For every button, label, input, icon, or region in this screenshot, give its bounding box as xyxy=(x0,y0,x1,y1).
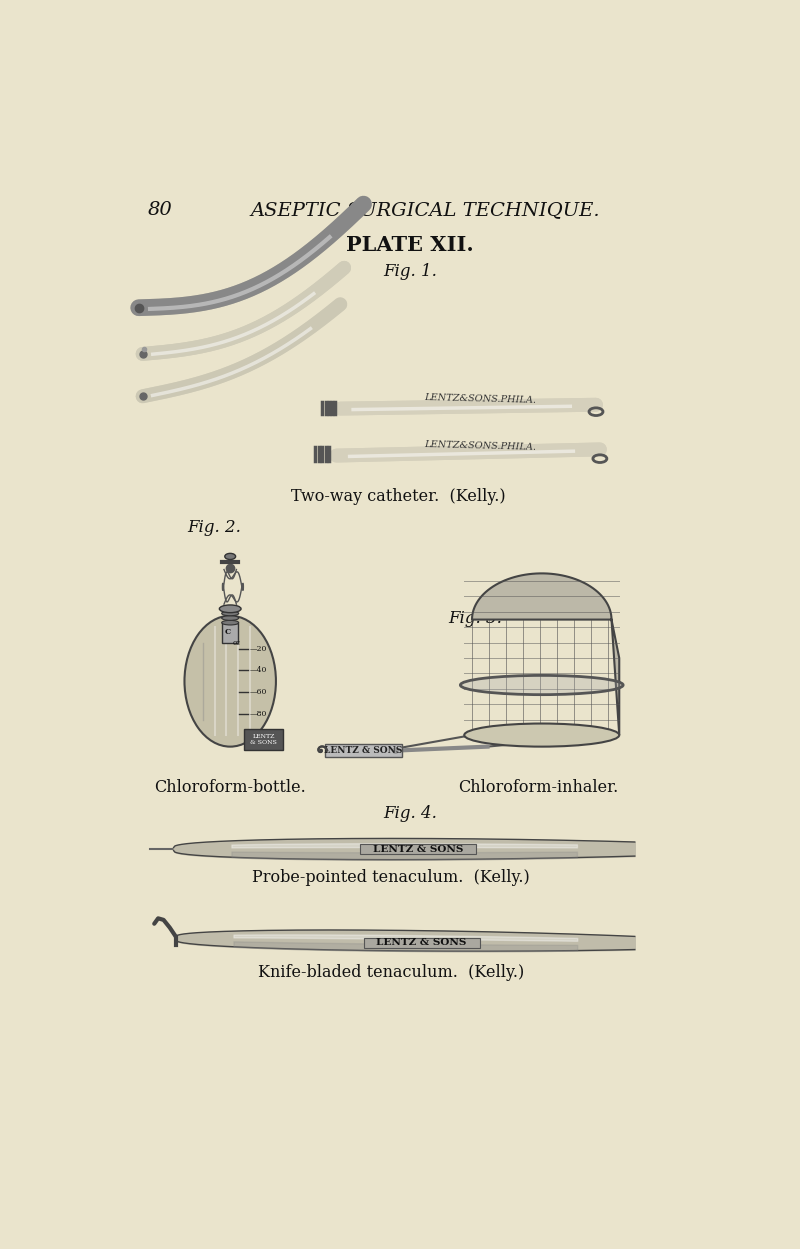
Ellipse shape xyxy=(222,611,238,616)
FancyBboxPatch shape xyxy=(222,623,238,643)
Text: —40: —40 xyxy=(250,667,267,674)
FancyBboxPatch shape xyxy=(363,938,480,948)
Text: 80: 80 xyxy=(148,201,173,219)
Text: Chloroform-bottle.: Chloroform-bottle. xyxy=(154,779,306,796)
FancyBboxPatch shape xyxy=(325,744,402,757)
Text: LENTZ
& SONS: LENTZ & SONS xyxy=(250,734,277,746)
Text: LENTZ&SONS.PHILA.: LENTZ&SONS.PHILA. xyxy=(424,392,536,405)
Text: Knife-bladed tenaculum.  (Kelly.): Knife-bladed tenaculum. (Kelly.) xyxy=(258,964,524,980)
Text: Probe-pointed tenaculum.  (Kelly.): Probe-pointed tenaculum. (Kelly.) xyxy=(252,869,530,886)
Text: LENTZ & SONS: LENTZ & SONS xyxy=(373,844,463,853)
Ellipse shape xyxy=(222,616,238,621)
Text: LENTZ & SONS: LENTZ & SONS xyxy=(324,746,402,754)
Text: Fig. 2.: Fig. 2. xyxy=(187,518,241,536)
Text: cc: cc xyxy=(233,639,241,647)
Text: LENTZ & SONS: LENTZ & SONS xyxy=(377,938,467,948)
Text: Fig. 4.: Fig. 4. xyxy=(383,806,437,822)
Ellipse shape xyxy=(222,621,238,624)
Text: Fig. 3.: Fig. 3. xyxy=(449,610,502,627)
Text: ASEPTIC SURGICAL TECHNIQUE.: ASEPTIC SURGICAL TECHNIQUE. xyxy=(250,201,600,219)
Text: Chloroform-inhaler.: Chloroform-inhaler. xyxy=(458,779,618,796)
Text: —20: —20 xyxy=(250,644,267,653)
Text: Fig. 1.: Fig. 1. xyxy=(383,264,437,280)
Text: PLATE XII.: PLATE XII. xyxy=(346,235,474,255)
Ellipse shape xyxy=(225,553,236,560)
Text: C: C xyxy=(225,628,231,636)
Polygon shape xyxy=(472,573,619,736)
FancyBboxPatch shape xyxy=(244,729,283,751)
Ellipse shape xyxy=(464,723,619,747)
Text: —60: —60 xyxy=(250,688,267,696)
Text: —80: —80 xyxy=(250,709,267,717)
Ellipse shape xyxy=(185,616,276,747)
Text: LENTZ&SONS.PHILA.: LENTZ&SONS.PHILA. xyxy=(424,440,536,452)
Text: Two-way catheter.  (Kelly.): Two-way catheter. (Kelly.) xyxy=(291,488,506,505)
Ellipse shape xyxy=(219,605,241,613)
FancyBboxPatch shape xyxy=(360,843,476,854)
Ellipse shape xyxy=(460,676,623,694)
